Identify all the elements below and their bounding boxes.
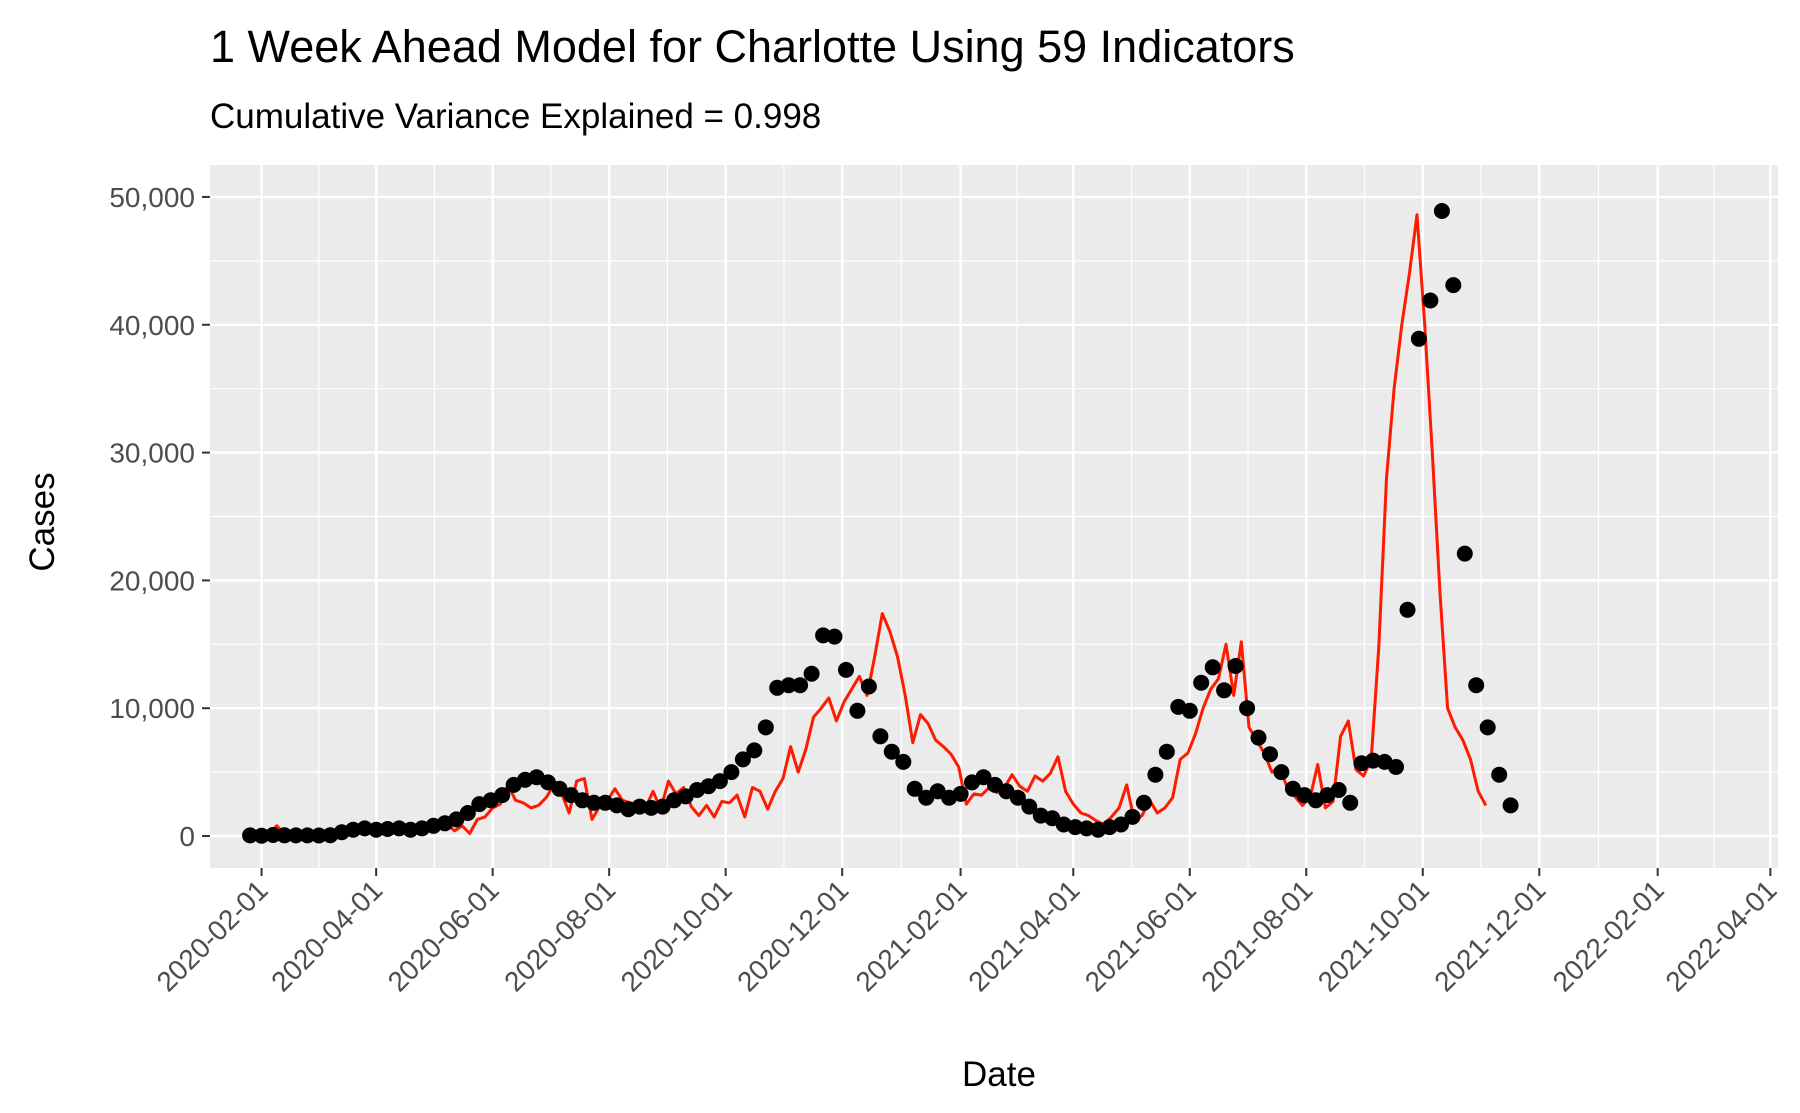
data-point	[1342, 794, 1359, 811]
data-point	[1273, 764, 1290, 781]
y-tick-label: 10,000	[109, 693, 195, 724]
data-point	[860, 678, 877, 695]
y-tick-label: 50,000	[109, 182, 195, 213]
chart-title: 1 Week Ahead Model for Charlotte Using 5…	[210, 21, 1295, 72]
data-point	[975, 769, 992, 786]
x-axis-title: Date	[962, 1055, 1036, 1094]
data-point	[1181, 702, 1198, 719]
chart-subtitle: Cumulative Variance Explained = 0.998	[210, 97, 821, 136]
data-point	[792, 677, 809, 694]
data-point	[1009, 789, 1026, 806]
data-point	[310, 827, 327, 844]
data-point	[1135, 794, 1152, 811]
data-point	[1250, 729, 1267, 746]
data-point	[883, 743, 900, 760]
data-point	[1113, 816, 1129, 833]
data-point	[723, 764, 740, 781]
data-point	[734, 751, 751, 768]
data-point	[287, 827, 304, 844]
data-point	[253, 827, 270, 844]
data-point	[849, 702, 866, 719]
data-point	[1491, 766, 1508, 783]
data-point	[276, 827, 293, 844]
data-point	[1330, 782, 1347, 798]
data-point	[1216, 682, 1233, 699]
data-point	[1147, 766, 1164, 783]
data-point	[299, 827, 316, 844]
data-point	[585, 794, 602, 811]
data-point	[838, 661, 854, 678]
y-axis-title: Cases	[23, 472, 62, 571]
data-point	[1456, 545, 1473, 562]
data-point	[711, 773, 728, 790]
y-tick-label: 0	[179, 821, 195, 852]
data-point	[1445, 277, 1462, 294]
data-point	[1410, 330, 1427, 347]
data-point	[1422, 292, 1439, 309]
data-point	[379, 821, 396, 837]
y-tick-label: 40,000	[109, 310, 195, 341]
data-point	[1502, 797, 1519, 814]
data-point	[1239, 700, 1256, 717]
data-point	[1399, 601, 1416, 618]
y-tick-label: 20,000	[109, 565, 195, 596]
data-point	[780, 677, 797, 694]
data-point	[1388, 759, 1404, 775]
data-point	[1158, 743, 1175, 760]
data-point	[494, 787, 511, 804]
data-point	[757, 719, 774, 736]
data-point	[1021, 798, 1038, 815]
data-point	[368, 821, 385, 838]
data-point	[952, 785, 969, 802]
data-point	[746, 742, 763, 759]
data-point	[1124, 808, 1141, 825]
data-point	[906, 780, 923, 797]
data-point	[872, 728, 889, 745]
data-point	[1479, 719, 1496, 736]
data-point	[242, 827, 259, 844]
data-point	[826, 628, 843, 645]
data-point	[1204, 659, 1221, 676]
data-point	[1468, 677, 1485, 694]
data-point	[265, 827, 281, 843]
data-point	[1262, 746, 1278, 763]
y-tick-label: 30,000	[109, 438, 195, 469]
data-point	[1227, 658, 1244, 674]
data-point	[1433, 203, 1450, 219]
data-point	[1193, 674, 1210, 691]
data-point	[803, 665, 820, 682]
data-point	[459, 805, 476, 821]
data-point	[895, 753, 912, 770]
